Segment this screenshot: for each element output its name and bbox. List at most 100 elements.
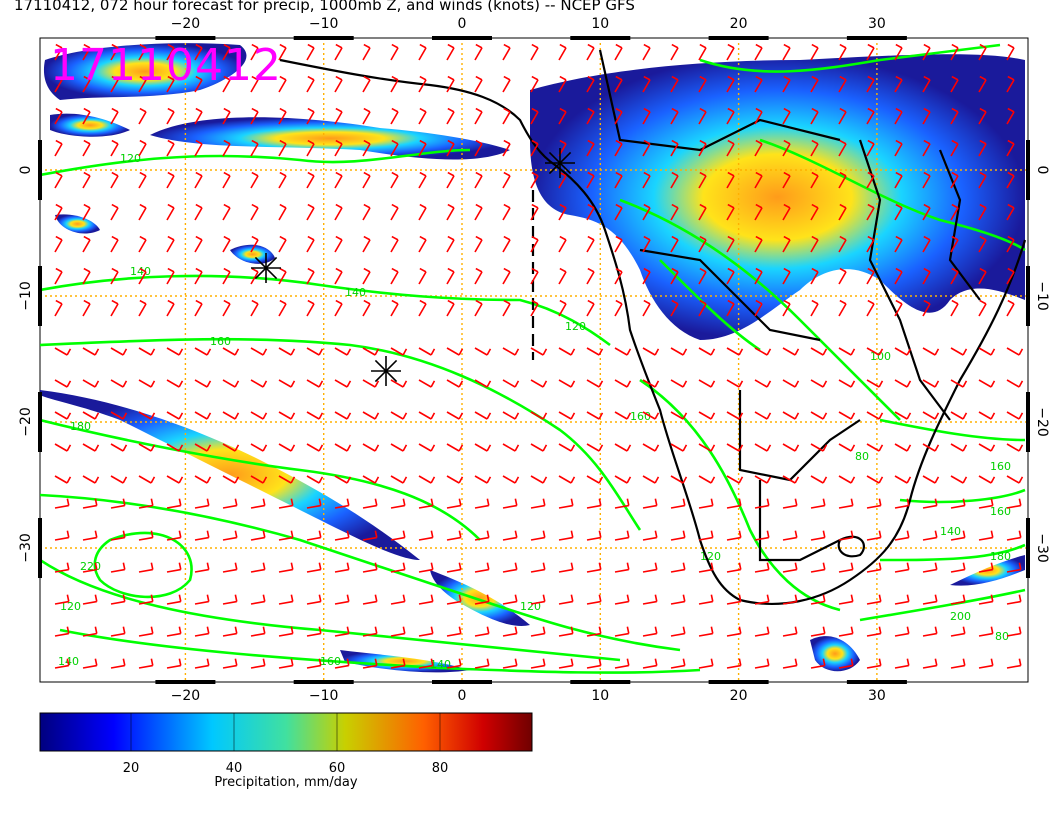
wind-barb: [362, 299, 371, 317]
coastline-borders: [279, 49, 1027, 606]
wind-barb: [614, 171, 623, 189]
wind-barb: [278, 75, 287, 93]
wind-barb: [782, 203, 791, 221]
wind-barb: [838, 171, 847, 189]
wind-barb: [838, 443, 856, 452]
contour-line: [40, 274, 611, 347]
wind-barb: [586, 267, 595, 285]
wind-barb: [278, 379, 296, 388]
wind-barb: [810, 379, 828, 388]
wind-barb: [54, 498, 70, 509]
star-marker: [545, 148, 575, 178]
wind-barb: [558, 107, 567, 125]
wind-barb: [726, 411, 744, 420]
wind-barb: [950, 171, 959, 189]
wind-barb: [474, 267, 483, 285]
wind-barb: [222, 43, 231, 61]
wind-barb: [586, 379, 604, 388]
wind-barbs: [54, 43, 1024, 669]
wind-barb: [1006, 139, 1015, 157]
wind-barb: [838, 75, 847, 93]
wind-barb: [502, 171, 511, 189]
wind-barb: [138, 299, 147, 317]
wind-barb: [390, 107, 399, 125]
wind-barb: [670, 562, 686, 573]
colorbar: [39, 712, 533, 752]
wind-barb: [726, 443, 744, 452]
wind-barb: [838, 594, 854, 605]
wind-barb: [922, 107, 931, 125]
wind-barb: [950, 475, 968, 484]
wind-barb: [502, 498, 518, 509]
wind-barb: [250, 626, 266, 637]
wind-barb: [306, 530, 322, 541]
wind-barb: [894, 139, 903, 157]
wind-barb: [138, 658, 154, 669]
geopotential-contours: [40, 43, 1026, 674]
wind-barb: [894, 171, 903, 189]
contour-label: 180: [990, 550, 1011, 563]
wind-barb: [922, 530, 938, 541]
wind-barb: [726, 267, 735, 285]
wind-barb: [866, 443, 884, 452]
wind-barb: [614, 562, 630, 573]
wind-barb: [838, 203, 847, 221]
wind-barb: [138, 594, 154, 605]
wind-barb: [418, 562, 434, 573]
precip-area: [810, 636, 860, 672]
precip-area: [530, 54, 1025, 340]
wind-barb: [726, 299, 735, 317]
wind-barb: [642, 594, 658, 605]
wind-barb: [726, 43, 735, 61]
colorbar-tick-label: 80: [432, 761, 449, 776]
wind-barb: [82, 411, 100, 420]
wind-barb: [362, 626, 378, 637]
wind-barb: [306, 594, 322, 605]
colorbar-tick-label: 20: [123, 761, 140, 776]
wind-barb: [306, 658, 322, 669]
wind-barb: [194, 626, 210, 637]
wind-barb: [194, 299, 203, 317]
wind-barb: [698, 658, 714, 669]
contour-line: [639, 378, 841, 612]
wind-barb: [978, 107, 987, 125]
wind-barb: [558, 203, 567, 221]
wind-barb: [110, 626, 126, 637]
wind-barb: [194, 530, 210, 541]
contour-line: [879, 543, 1026, 562]
wind-barb: [978, 75, 987, 93]
wind-barb: [558, 347, 576, 356]
wind-barb: [838, 43, 847, 61]
wind-barb: [698, 139, 707, 157]
wind-barb: [474, 530, 490, 541]
wind-barb: [754, 379, 772, 388]
wind-barb: [54, 594, 70, 605]
wind-barb: [698, 347, 716, 356]
wind-barb: [586, 562, 602, 573]
contour-label: 120: [565, 320, 586, 333]
wind-barb: [726, 75, 735, 93]
wind-barb: [922, 379, 940, 388]
wind-barb: [866, 411, 884, 420]
wind-barb: [362, 594, 378, 605]
wind-barb: [978, 626, 994, 637]
wind-barb: [222, 498, 238, 509]
wind-barb: [726, 139, 735, 157]
wind-barb: [726, 475, 744, 484]
wind-barb: [642, 475, 660, 484]
wind-barb: [530, 443, 548, 452]
country-border: [639, 248, 821, 342]
wind-barb: [334, 299, 343, 317]
wind-barb: [950, 299, 959, 317]
wind-barb: [614, 43, 623, 61]
wind-barb: [754, 299, 763, 317]
wind-barb: [222, 626, 238, 637]
wind-barb: [250, 530, 266, 541]
wind-barb: [698, 171, 707, 189]
wind-barb: [782, 171, 791, 189]
wind-barb: [838, 530, 854, 541]
wind-barb: [390, 347, 408, 356]
wind-barb: [362, 562, 378, 573]
wind-barb: [586, 626, 602, 637]
wind-barb: [866, 75, 875, 93]
